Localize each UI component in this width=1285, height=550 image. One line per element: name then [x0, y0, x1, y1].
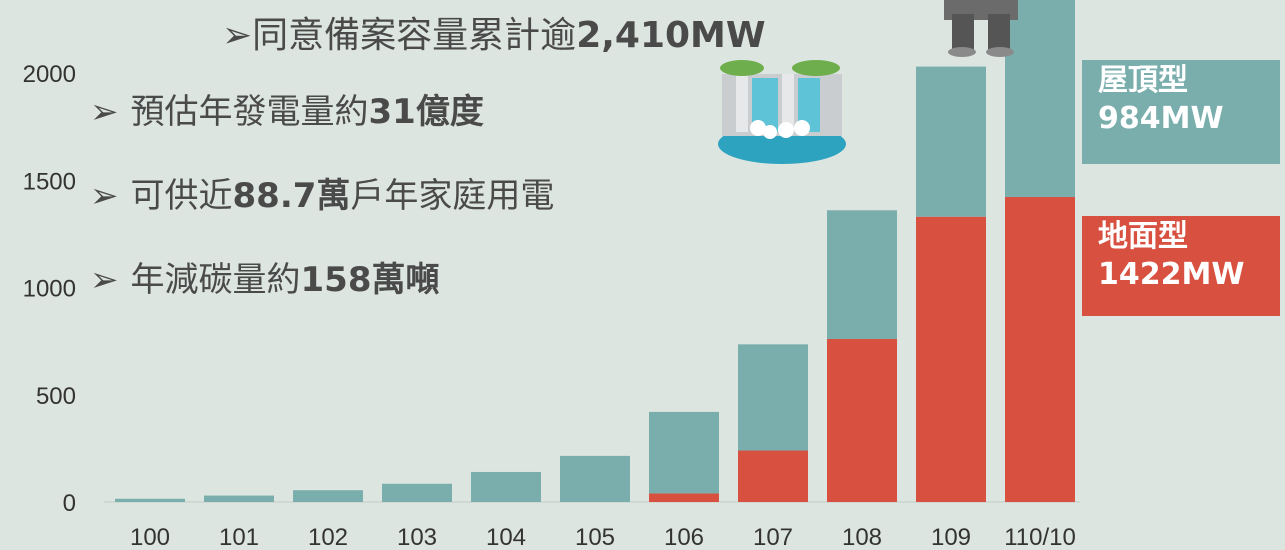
- bar-ground-108: [827, 338, 897, 502]
- legend-roof-type: 屋頂型 984MW: [1082, 60, 1280, 164]
- legend-ground-value: 1422MW: [1098, 257, 1245, 292]
- legend-ground-label: 地面型: [1098, 219, 1188, 254]
- bar-ground-110/10: [1005, 196, 1075, 502]
- bar-roof-100: [115, 498, 185, 502]
- bullet-annual-generation: ➢ 預估年發電量約31億度: [90, 84, 484, 133]
- bar-roof-107: [738, 344, 808, 451]
- y-tick-label: 0: [63, 490, 76, 517]
- bullet-carbon-reduction: ➢ 年減碳量約158萬噸: [90, 252, 439, 301]
- x-tick-label: 100: [130, 524, 170, 550]
- x-tick-label: 105: [575, 524, 615, 550]
- bullet-households: ➢ 可供近88.7萬戶年家庭用電: [90, 168, 554, 217]
- bar-roof-109: [916, 66, 986, 217]
- x-tick-label: 101: [219, 524, 259, 550]
- legend-ground-type: 地面型 1422MW: [1082, 216, 1280, 316]
- bar-ground-107: [738, 450, 808, 502]
- bullet-text: 可供近: [130, 176, 233, 216]
- bar-roof-108: [827, 210, 897, 339]
- bullet-arrow: ➢: [90, 260, 119, 300]
- x-tick-label: 109: [931, 524, 971, 550]
- x-tick-label: 102: [308, 524, 348, 550]
- headline-arrow: ➢: [222, 15, 253, 56]
- bullet-text: 預估年發電量約: [130, 92, 369, 132]
- bar-ground-106: [649, 493, 719, 502]
- bar-roof-101: [204, 495, 274, 502]
- bullet-arrow: ➢: [90, 176, 119, 216]
- bar-roof-103: [382, 483, 452, 502]
- bullet-text: 年減碳量約: [130, 260, 301, 300]
- y-tick-label: 1500: [23, 168, 76, 195]
- bar-roof-104: [471, 471, 541, 502]
- x-tick-label: 103: [397, 524, 437, 550]
- bar-roof-110/10: [1005, 0, 1075, 197]
- x-tick-labels: 100 101 102 103 104 105 106 107 108 109 110/10: [130, 524, 1076, 550]
- bar-ground-109: [916, 216, 986, 502]
- bars-group: [115, 0, 1075, 502]
- x-tick-label: 107: [753, 524, 793, 550]
- bullet-suffix: 戶年家庭用電: [350, 176, 555, 216]
- bullet-arrow: ➢: [90, 92, 119, 132]
- bar-roof-106: [649, 411, 719, 494]
- legend-roof-value: 984MW: [1098, 101, 1224, 136]
- waterfall-illustration: [718, 60, 846, 164]
- bar-roof-105: [560, 455, 630, 502]
- x-tick-label: 108: [842, 524, 882, 550]
- headline: ➢同意備案容量累計逾2,410MW: [222, 6, 766, 58]
- y-tick-label: 500: [36, 383, 76, 410]
- bullet-value: 31億度: [368, 92, 484, 132]
- x-tick-label: 106: [664, 524, 704, 550]
- person-illustration: [944, 0, 1018, 57]
- headline-value: 2,410MW: [576, 15, 766, 56]
- y-tick-label: 1000: [23, 276, 76, 303]
- bullet-value: 88.7萬: [232, 176, 351, 216]
- legend-roof-label: 屋頂型: [1098, 63, 1188, 98]
- y-tick-label: 2000: [23, 61, 76, 88]
- bar-roof-102: [293, 490, 363, 502]
- headline-text: 同意備案容量累計逾: [252, 15, 577, 56]
- x-tick-label: 104: [486, 524, 526, 550]
- x-tick-label: 110/10: [1004, 524, 1076, 550]
- bullet-value: 158萬噸: [300, 260, 440, 300]
- y-tick-labels: 0 500 1000 1500 2000: [23, 61, 76, 517]
